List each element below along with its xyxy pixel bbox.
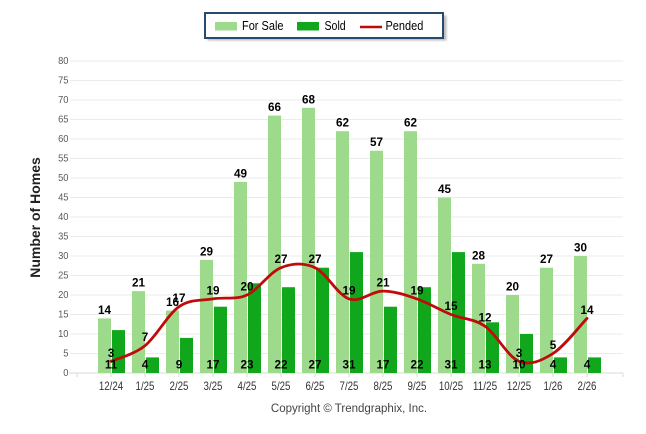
svg-text:1/26: 1/26 (544, 379, 563, 393)
svg-text:80: 80 (58, 55, 69, 67)
svg-text:27: 27 (308, 359, 321, 372)
svg-text:20: 20 (240, 281, 254, 294)
svg-text:55: 55 (58, 152, 69, 164)
svg-text:17: 17 (172, 292, 185, 305)
svg-text:31: 31 (444, 359, 458, 372)
svg-text:7/25: 7/25 (340, 379, 359, 393)
svg-text:14: 14 (580, 304, 594, 317)
svg-text:Number of Homes: Number of Homes (27, 157, 43, 278)
svg-text:28: 28 (472, 249, 486, 262)
svg-text:12/25: 12/25 (507, 379, 532, 393)
svg-text:31: 31 (342, 359, 356, 372)
svg-text:30: 30 (58, 250, 69, 262)
svg-text:20: 20 (58, 289, 69, 301)
svg-text:For Sale: For Sale (242, 18, 284, 33)
svg-text:9/25: 9/25 (408, 379, 427, 393)
svg-text:3: 3 (108, 347, 115, 360)
svg-text:17: 17 (206, 359, 219, 372)
svg-text:17: 17 (376, 359, 389, 372)
svg-text:10: 10 (512, 359, 526, 372)
svg-text:19: 19 (410, 284, 424, 297)
svg-text:Pended: Pended (386, 18, 424, 33)
svg-text:23: 23 (240, 359, 254, 372)
svg-text:13: 13 (478, 359, 492, 372)
svg-text:66: 66 (268, 101, 282, 114)
svg-text:68: 68 (302, 93, 316, 106)
svg-text:15: 15 (444, 300, 458, 313)
svg-text:29: 29 (200, 245, 214, 258)
svg-text:9: 9 (176, 359, 183, 372)
svg-text:25: 25 (58, 269, 69, 281)
svg-text:Copyright © Trendgraphix, Inc.: Copyright © Trendgraphix, Inc. (271, 403, 427, 415)
svg-text:19: 19 (342, 284, 356, 297)
svg-text:5: 5 (550, 339, 557, 352)
svg-text:4: 4 (142, 359, 149, 372)
svg-text:27: 27 (274, 253, 287, 266)
svg-text:10: 10 (58, 328, 69, 340)
svg-text:4: 4 (550, 359, 557, 372)
svg-text:3/25: 3/25 (204, 379, 223, 393)
svg-text:0: 0 (63, 367, 68, 379)
svg-text:62: 62 (336, 117, 350, 130)
svg-text:22: 22 (274, 359, 288, 372)
svg-text:2/25: 2/25 (170, 379, 189, 393)
svg-text:16: 16 (166, 296, 180, 309)
svg-text:27: 27 (308, 253, 321, 266)
svg-text:10/25: 10/25 (439, 379, 464, 393)
svg-text:20: 20 (506, 281, 520, 294)
svg-text:2/26: 2/26 (578, 379, 597, 393)
svg-text:49: 49 (234, 167, 248, 180)
svg-text:12: 12 (478, 312, 492, 325)
svg-text:40: 40 (58, 211, 69, 223)
svg-text:60: 60 (58, 133, 69, 145)
svg-text:62: 62 (404, 117, 418, 130)
svg-text:21: 21 (132, 277, 146, 290)
svg-text:70: 70 (58, 94, 69, 106)
svg-text:65: 65 (58, 113, 69, 125)
svg-text:45: 45 (438, 183, 452, 196)
svg-text:30: 30 (574, 242, 588, 255)
svg-text:19: 19 (206, 284, 220, 297)
svg-text:4: 4 (584, 359, 591, 372)
svg-text:75: 75 (58, 74, 69, 86)
svg-text:Sold: Sold (325, 18, 346, 33)
svg-text:22: 22 (410, 359, 424, 372)
svg-text:14: 14 (98, 304, 112, 317)
svg-text:5: 5 (63, 347, 68, 359)
svg-text:6/25: 6/25 (306, 379, 325, 393)
svg-text:15: 15 (58, 308, 69, 320)
svg-text:35: 35 (58, 230, 69, 242)
svg-text:45: 45 (58, 191, 69, 203)
svg-text:11: 11 (105, 359, 118, 372)
svg-text:50: 50 (58, 172, 69, 184)
svg-text:11/25: 11/25 (473, 379, 498, 393)
svg-text:27: 27 (540, 253, 553, 266)
svg-text:7: 7 (142, 331, 149, 344)
svg-text:12/24: 12/24 (99, 379, 124, 393)
svg-text:5/25: 5/25 (272, 379, 291, 393)
svg-text:57: 57 (370, 136, 383, 149)
svg-text:4/25: 4/25 (238, 379, 257, 393)
svg-text:21: 21 (376, 277, 390, 290)
svg-text:1/25: 1/25 (136, 379, 155, 393)
svg-text:8/25: 8/25 (374, 379, 393, 393)
svg-text:3: 3 (516, 347, 523, 360)
